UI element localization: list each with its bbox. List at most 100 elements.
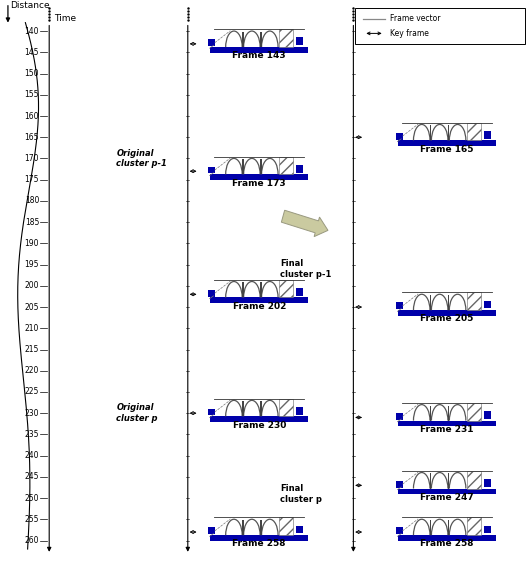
- Bar: [448, 125, 449, 140]
- Bar: [448, 295, 449, 310]
- Bar: [242, 282, 243, 298]
- Bar: [396, 528, 403, 534]
- Text: 245: 245: [25, 473, 39, 481]
- Text: 225: 225: [25, 388, 39, 396]
- Text: Frame 258: Frame 258: [420, 539, 474, 548]
- Bar: [242, 401, 243, 417]
- Bar: [260, 401, 261, 417]
- Bar: [398, 140, 496, 146]
- Text: Key frame: Key frame: [390, 29, 428, 38]
- Bar: [430, 125, 431, 140]
- Text: 230: 230: [25, 409, 39, 418]
- Text: 175: 175: [25, 175, 39, 184]
- Bar: [279, 157, 293, 174]
- Text: 205: 205: [25, 303, 39, 311]
- Bar: [242, 32, 243, 47]
- Text: 220: 220: [25, 366, 39, 375]
- Bar: [484, 479, 491, 487]
- Bar: [448, 520, 449, 535]
- Text: 200: 200: [25, 281, 39, 290]
- Text: 165: 165: [25, 133, 39, 142]
- Text: Time: Time: [54, 14, 77, 23]
- Text: Original
cluster p: Original cluster p: [116, 404, 158, 423]
- Bar: [279, 280, 293, 298]
- Bar: [398, 535, 496, 541]
- Text: 250: 250: [25, 494, 39, 503]
- Bar: [484, 131, 491, 139]
- Text: 260: 260: [25, 536, 39, 545]
- Bar: [396, 481, 403, 488]
- Text: Distance: Distance: [11, 1, 50, 10]
- Bar: [430, 520, 431, 535]
- Bar: [296, 526, 303, 533]
- Bar: [296, 37, 303, 45]
- Bar: [279, 398, 293, 417]
- Text: 240: 240: [25, 451, 39, 460]
- Bar: [296, 288, 303, 295]
- Bar: [448, 405, 449, 421]
- Bar: [484, 301, 491, 308]
- Text: 235: 235: [25, 430, 39, 439]
- Bar: [467, 403, 481, 421]
- Bar: [260, 282, 261, 298]
- Text: 195: 195: [25, 260, 39, 269]
- Text: 170: 170: [25, 154, 39, 163]
- Bar: [210, 174, 308, 180]
- Bar: [260, 520, 261, 535]
- Bar: [484, 526, 491, 533]
- Bar: [296, 165, 303, 173]
- Text: 145: 145: [25, 48, 39, 57]
- Text: 215: 215: [25, 345, 39, 354]
- Text: 180: 180: [25, 196, 39, 205]
- Text: 155: 155: [25, 91, 39, 99]
- Bar: [396, 132, 403, 140]
- Bar: [210, 298, 308, 303]
- Bar: [467, 123, 481, 140]
- Bar: [208, 39, 215, 46]
- Bar: [467, 471, 481, 488]
- Bar: [484, 411, 491, 419]
- Text: Frame 143: Frame 143: [232, 52, 286, 60]
- Text: Final
cluster p-1: Final cluster p-1: [280, 259, 332, 278]
- Text: 190: 190: [25, 239, 39, 248]
- Text: 160: 160: [25, 112, 39, 121]
- Text: Final
cluster p: Final cluster p: [280, 484, 322, 504]
- Bar: [208, 409, 215, 415]
- Bar: [355, 8, 525, 44]
- Bar: [242, 520, 243, 535]
- Bar: [260, 159, 261, 174]
- Text: Frame 205: Frame 205: [421, 315, 473, 323]
- Text: Frame 231: Frame 231: [420, 424, 474, 434]
- Bar: [430, 473, 431, 488]
- Bar: [398, 488, 496, 494]
- Bar: [260, 32, 261, 47]
- Bar: [396, 413, 403, 420]
- Bar: [210, 417, 308, 422]
- Text: Frame 165: Frame 165: [420, 145, 474, 153]
- Bar: [242, 159, 243, 174]
- Bar: [210, 535, 308, 541]
- Text: 140: 140: [25, 27, 39, 36]
- Bar: [279, 29, 293, 47]
- Bar: [279, 517, 293, 535]
- Bar: [210, 47, 308, 53]
- Bar: [430, 405, 431, 421]
- Bar: [398, 421, 496, 426]
- Bar: [467, 517, 481, 535]
- Bar: [208, 528, 215, 534]
- Text: Frame 173: Frame 173: [232, 179, 286, 187]
- Text: Frame 230: Frame 230: [233, 421, 286, 430]
- Bar: [448, 473, 449, 488]
- Text: Frame 247: Frame 247: [420, 492, 474, 501]
- Text: 185: 185: [25, 218, 39, 226]
- Text: Original
cluster p-1: Original cluster p-1: [116, 149, 167, 168]
- Text: Frame 202: Frame 202: [233, 302, 286, 311]
- Text: Frame vector: Frame vector: [390, 14, 440, 23]
- Text: 150: 150: [25, 69, 39, 78]
- FancyArrow shape: [281, 210, 328, 237]
- Text: 255: 255: [25, 515, 39, 524]
- Bar: [398, 310, 496, 316]
- Text: 210: 210: [25, 324, 39, 333]
- Bar: [467, 293, 481, 310]
- Bar: [396, 302, 403, 310]
